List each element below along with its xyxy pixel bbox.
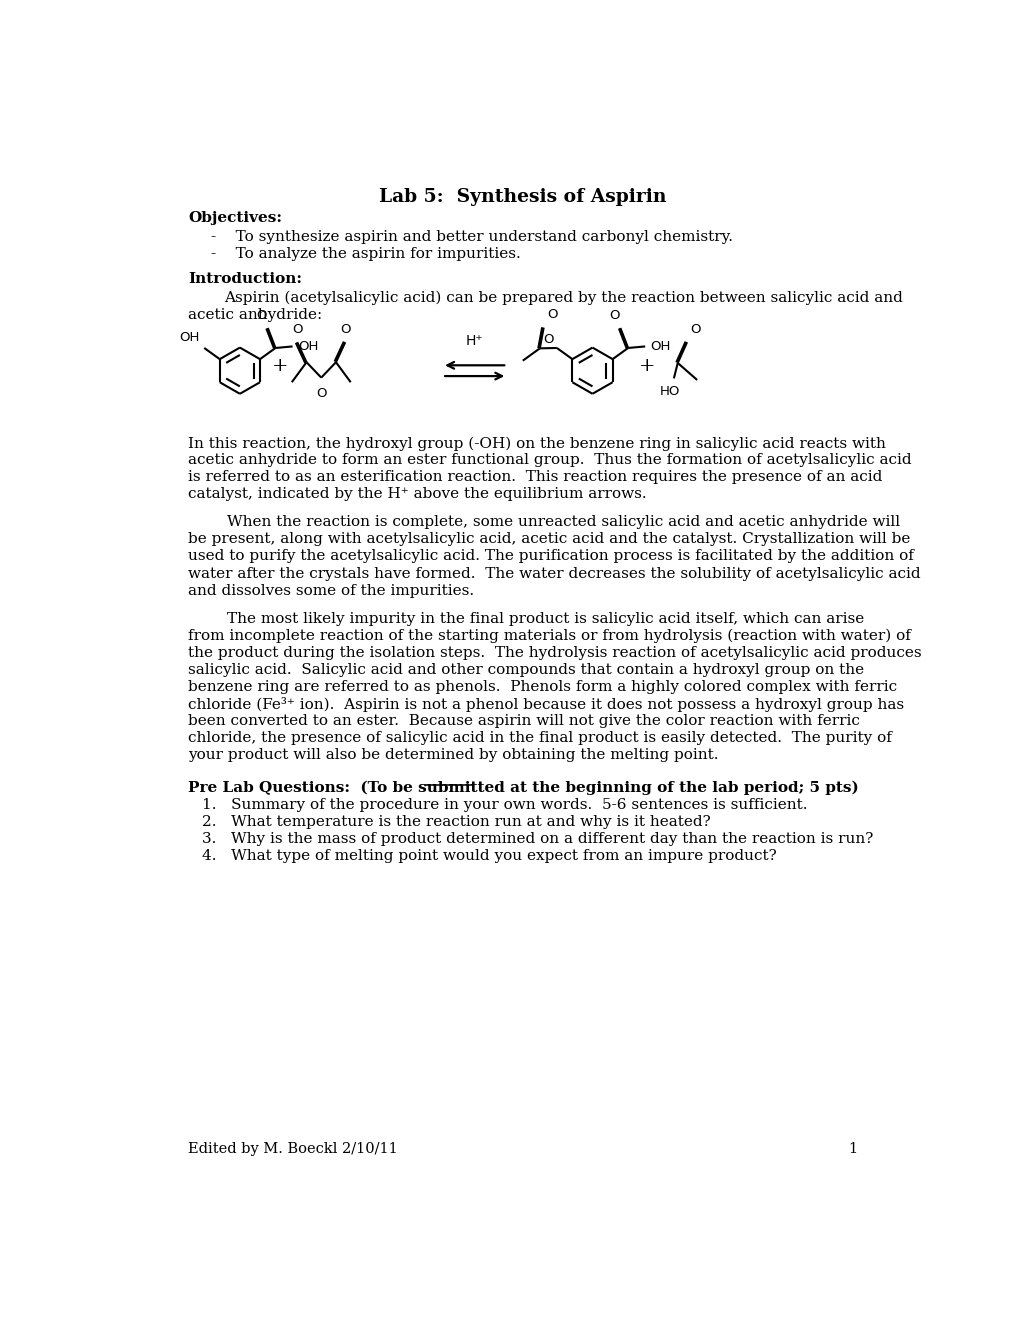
Text: O: O xyxy=(543,333,553,346)
Text: +: + xyxy=(272,358,288,375)
Text: used to purify the acetylsalicylic acid. The purification process is facilitated: used to purify the acetylsalicylic acid.… xyxy=(187,549,913,564)
Text: OH: OH xyxy=(179,331,200,345)
Text: OH: OH xyxy=(298,341,318,352)
Text: -    To analyze the aspirin for impurities.: - To analyze the aspirin for impurities. xyxy=(211,247,521,261)
Text: Aspirin (acetylsalicylic acid) can be prepared by the reaction between salicylic: Aspirin (acetylsalicylic acid) can be pr… xyxy=(224,290,903,305)
Text: from incomplete reaction of the starting materials or from hydrolysis (reaction : from incomplete reaction of the starting… xyxy=(187,628,910,643)
Text: Edited by M. Boeckl 2/10/11: Edited by M. Boeckl 2/10/11 xyxy=(187,1143,397,1156)
Text: O: O xyxy=(546,309,556,321)
Text: been converted to an ester.  Because aspirin will not give the color reaction wi: been converted to an ester. Because aspi… xyxy=(187,714,859,729)
Text: O: O xyxy=(316,387,326,400)
Text: acetic anhydride to form an ester functional group.  Thus the formation of acety: acetic anhydride to form an ester functi… xyxy=(187,453,911,467)
Text: your product will also be determined by obtaining the melting point.: your product will also be determined by … xyxy=(187,748,717,762)
Text: In this reaction, the hydroxyl group (-OH) on the benzene ring in salicylic acid: In this reaction, the hydroxyl group (-O… xyxy=(187,436,884,450)
Text: be present, along with acetylsalicylic acid, acetic acid and the catalyst. Cryst: be present, along with acetylsalicylic a… xyxy=(187,532,909,546)
Text: The most likely impurity in the final product is salicylic acid itself, which ca: The most likely impurity in the final pr… xyxy=(187,611,863,626)
Text: O: O xyxy=(291,323,303,337)
Text: catalyst, indicated by the H⁺ above the equilibrium arrows.: catalyst, indicated by the H⁺ above the … xyxy=(187,487,646,502)
Text: the product during the isolation steps.  The hydrolysis reaction of acetylsalicy: the product during the isolation steps. … xyxy=(187,645,921,660)
Text: 3.   Why is the mass of product determined on a different day than the reaction : 3. Why is the mass of product determined… xyxy=(202,832,872,846)
Text: salicylic acid.  Salicylic acid and other compounds that contain a hydroxyl grou: salicylic acid. Salicylic acid and other… xyxy=(187,663,863,677)
Text: acetic anhydride:: acetic anhydride: xyxy=(187,308,322,322)
Text: Lab 5:  Synthesis of Aspirin: Lab 5: Synthesis of Aspirin xyxy=(379,187,665,206)
Text: O: O xyxy=(608,309,619,322)
Text: H⁺: H⁺ xyxy=(466,334,483,347)
Text: and dissolves some of the impurities.: and dissolves some of the impurities. xyxy=(187,583,474,598)
Text: HO: HO xyxy=(659,385,680,399)
Text: benzene ring are referred to as phenols.  Phenols form a highly colored complex : benzene ring are referred to as phenols.… xyxy=(187,680,896,694)
Text: is referred to as an esterification reaction.  This reaction requires the presen: is referred to as an esterification reac… xyxy=(187,470,881,484)
Text: +: + xyxy=(638,358,654,375)
Text: O: O xyxy=(690,323,700,337)
Text: -    To synthesize aspirin and better understand carbonyl chemistry.: - To synthesize aspirin and better under… xyxy=(211,230,733,244)
Text: Objectives:: Objectives: xyxy=(187,211,281,224)
Text: 1: 1 xyxy=(848,1143,857,1156)
Text: 1.   Summary of the procedure in your own words.  5-6 sentences is sufficient.: 1. Summary of the procedure in your own … xyxy=(202,797,807,812)
Text: 2.   What temperature is the reaction run at and why is it heated?: 2. What temperature is the reaction run … xyxy=(202,814,710,829)
Text: Introduction:: Introduction: xyxy=(187,272,302,285)
Text: OH: OH xyxy=(650,341,671,352)
Text: O: O xyxy=(256,309,267,322)
Text: 4.   What type of melting point would you expect from an impure product?: 4. What type of melting point would you … xyxy=(202,849,775,863)
Text: Pre Lab Questions:  (To be submitted at the beginning of the lab period; 5 pts): Pre Lab Questions: (To be submitted at t… xyxy=(187,781,858,795)
Text: O: O xyxy=(339,323,351,337)
Text: When the reaction is complete, some unreacted salicylic acid and acetic anhydrid: When the reaction is complete, some unre… xyxy=(187,515,899,529)
Text: chloride, the presence of salicylic acid in the final product is easily detected: chloride, the presence of salicylic acid… xyxy=(187,731,891,746)
Text: chloride (Fe³⁺ ion).  Aspirin is not a phenol because it does not possess a hydr: chloride (Fe³⁺ ion). Aspirin is not a ph… xyxy=(187,697,903,711)
Text: water after the crystals have formed.  The water decreases the solubility of ace: water after the crystals have formed. Th… xyxy=(187,566,920,581)
